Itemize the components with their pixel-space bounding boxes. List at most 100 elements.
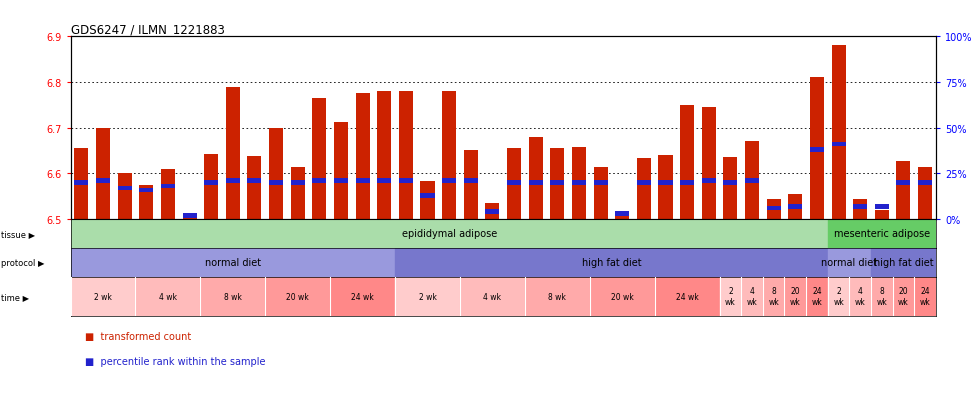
Bar	[247, 157, 262, 220]
Bar	[204, 181, 219, 185]
Bar	[551, 149, 564, 220]
Text: ■  percentile rank within the sample: ■ percentile rank within the sample	[85, 356, 266, 366]
Bar	[485, 210, 500, 214]
Text: 24 wk: 24 wk	[351, 292, 374, 301]
Bar	[161, 185, 175, 189]
Bar	[745, 179, 760, 183]
Text: epididymal adipose: epididymal adipose	[402, 229, 497, 239]
Bar	[204, 154, 219, 220]
Bar	[71, 220, 828, 248]
Text: 2
wk: 2 wk	[833, 287, 844, 306]
Bar	[850, 277, 871, 316]
Text: 24 wk: 24 wk	[676, 292, 699, 301]
Text: 24
wk: 24 wk	[919, 287, 930, 306]
Bar	[313, 99, 326, 220]
Bar	[897, 181, 910, 185]
Bar	[659, 156, 672, 220]
Bar	[395, 277, 460, 316]
Bar	[572, 181, 586, 185]
Bar	[723, 181, 737, 185]
Bar	[247, 179, 262, 183]
Bar	[788, 204, 803, 209]
Bar	[723, 158, 737, 220]
Text: ■  transformed count: ■ transformed count	[85, 332, 191, 342]
Bar	[831, 46, 846, 220]
Text: 20
wk: 20 wk	[898, 287, 908, 306]
Bar	[420, 182, 434, 220]
Bar	[395, 248, 828, 277]
Bar	[788, 195, 803, 220]
Bar	[615, 215, 629, 220]
Text: tissue ▶: tissue ▶	[1, 229, 35, 238]
Bar	[918, 181, 932, 185]
Bar	[464, 150, 478, 220]
Bar	[377, 92, 391, 220]
Text: mesenteric adipose: mesenteric adipose	[834, 229, 930, 239]
Text: high fat diet: high fat diet	[873, 258, 933, 268]
Bar	[702, 108, 715, 220]
Bar	[330, 277, 395, 316]
Text: 4 wk: 4 wk	[483, 292, 502, 301]
Bar	[96, 179, 110, 183]
Bar	[615, 212, 629, 216]
Bar	[766, 206, 781, 211]
Bar	[118, 174, 131, 220]
Bar	[270, 181, 283, 185]
Bar	[399, 92, 413, 220]
Text: 8 wk: 8 wk	[223, 292, 242, 301]
Bar	[766, 199, 781, 220]
Bar	[528, 181, 543, 185]
Bar	[399, 179, 413, 183]
Bar	[918, 167, 932, 220]
Bar	[460, 277, 525, 316]
Bar	[854, 199, 867, 220]
Text: 20 wk: 20 wk	[611, 292, 634, 301]
Bar	[831, 142, 846, 147]
Bar	[270, 128, 283, 220]
Text: 2 wk: 2 wk	[418, 292, 436, 301]
Bar	[334, 179, 348, 183]
Bar	[594, 181, 608, 185]
Text: 20 wk: 20 wk	[286, 292, 309, 301]
Text: 2 wk: 2 wk	[94, 292, 112, 301]
Bar	[745, 142, 760, 220]
Text: high fat diet: high fat diet	[581, 258, 641, 268]
Text: 2
wk: 2 wk	[725, 287, 736, 306]
Bar	[551, 181, 564, 185]
Bar	[161, 169, 175, 220]
Bar	[893, 277, 914, 316]
Bar	[914, 277, 936, 316]
Bar	[182, 214, 197, 218]
Bar	[291, 167, 305, 220]
Text: normal diet: normal diet	[821, 258, 877, 268]
Text: 4
wk: 4 wk	[855, 287, 865, 306]
Bar	[659, 181, 672, 185]
Bar	[741, 277, 762, 316]
Bar	[96, 128, 110, 220]
Text: protocol ▶: protocol ▶	[1, 258, 44, 267]
Bar	[291, 181, 305, 185]
Bar	[807, 277, 828, 316]
Bar	[828, 277, 850, 316]
Bar	[377, 179, 391, 183]
Text: 8
wk: 8 wk	[768, 287, 779, 306]
Bar	[871, 277, 893, 316]
Bar	[334, 122, 348, 220]
Bar	[266, 277, 330, 316]
Bar	[875, 211, 889, 220]
Bar	[420, 194, 434, 198]
Bar	[719, 277, 741, 316]
Bar	[74, 181, 88, 185]
Bar	[762, 277, 784, 316]
Bar	[828, 220, 936, 248]
Bar	[71, 248, 395, 277]
Bar	[118, 186, 131, 191]
Bar	[507, 149, 521, 220]
Bar	[784, 277, 807, 316]
Text: 4 wk: 4 wk	[159, 292, 177, 301]
Bar	[680, 106, 694, 220]
Bar	[442, 179, 456, 183]
Bar	[356, 179, 369, 183]
Text: time ▶: time ▶	[1, 292, 29, 301]
Bar	[655, 277, 719, 316]
